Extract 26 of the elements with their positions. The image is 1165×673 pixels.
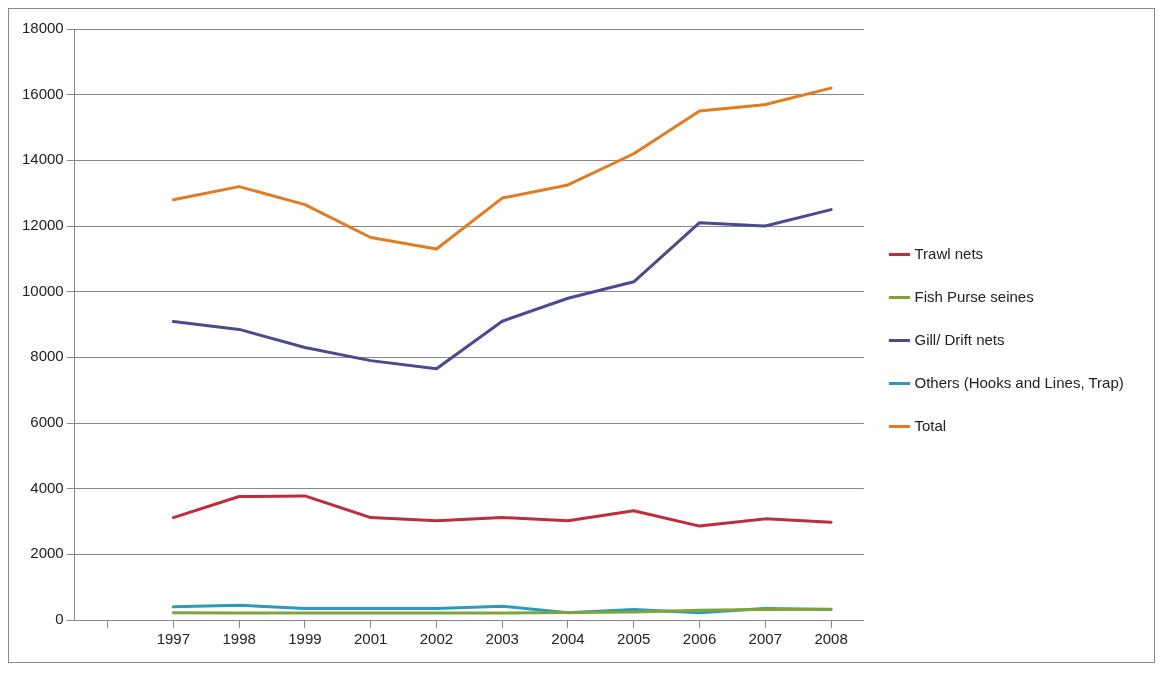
y-tick-label: 12000 [21,216,64,234]
x-tick-label: 2001 [354,630,388,648]
y-tick-label: 2000 [30,544,64,562]
x-tick-label: 1997 [156,630,191,648]
legend-label: Trawl nets [914,244,984,262]
legend-label: Gill/ Drift nets [914,330,1005,348]
legend-label: Total [914,416,947,434]
x-tick-label: 2003 [485,630,519,648]
y-tick-label: 0 [55,610,64,628]
x-tick-label: 2008 [814,630,848,648]
y-tick-label: 4000 [30,478,64,496]
legend-label: Others (Hooks and Lines, Trap) [914,373,1124,391]
x-tick-label: 1998 [222,630,256,648]
x-tick-label: 2002 [419,630,454,648]
y-tick-label: 16000 [21,84,64,102]
x-tick-label: 2007 [748,630,782,648]
x-tick-label: 2006 [682,630,717,648]
x-tick-label: 2004 [551,630,585,648]
x-tick-label: 1999 [288,630,322,648]
y-tick-label: 18000 [21,19,64,37]
legend-label: Fish Purse seines [914,287,1034,305]
y-tick-label: 6000 [30,413,64,431]
y-tick-label: 14000 [21,150,64,168]
x-tick-label: 2005 [617,630,651,648]
y-tick-label: 10000 [21,281,64,299]
y-tick-label: 8000 [30,347,64,365]
